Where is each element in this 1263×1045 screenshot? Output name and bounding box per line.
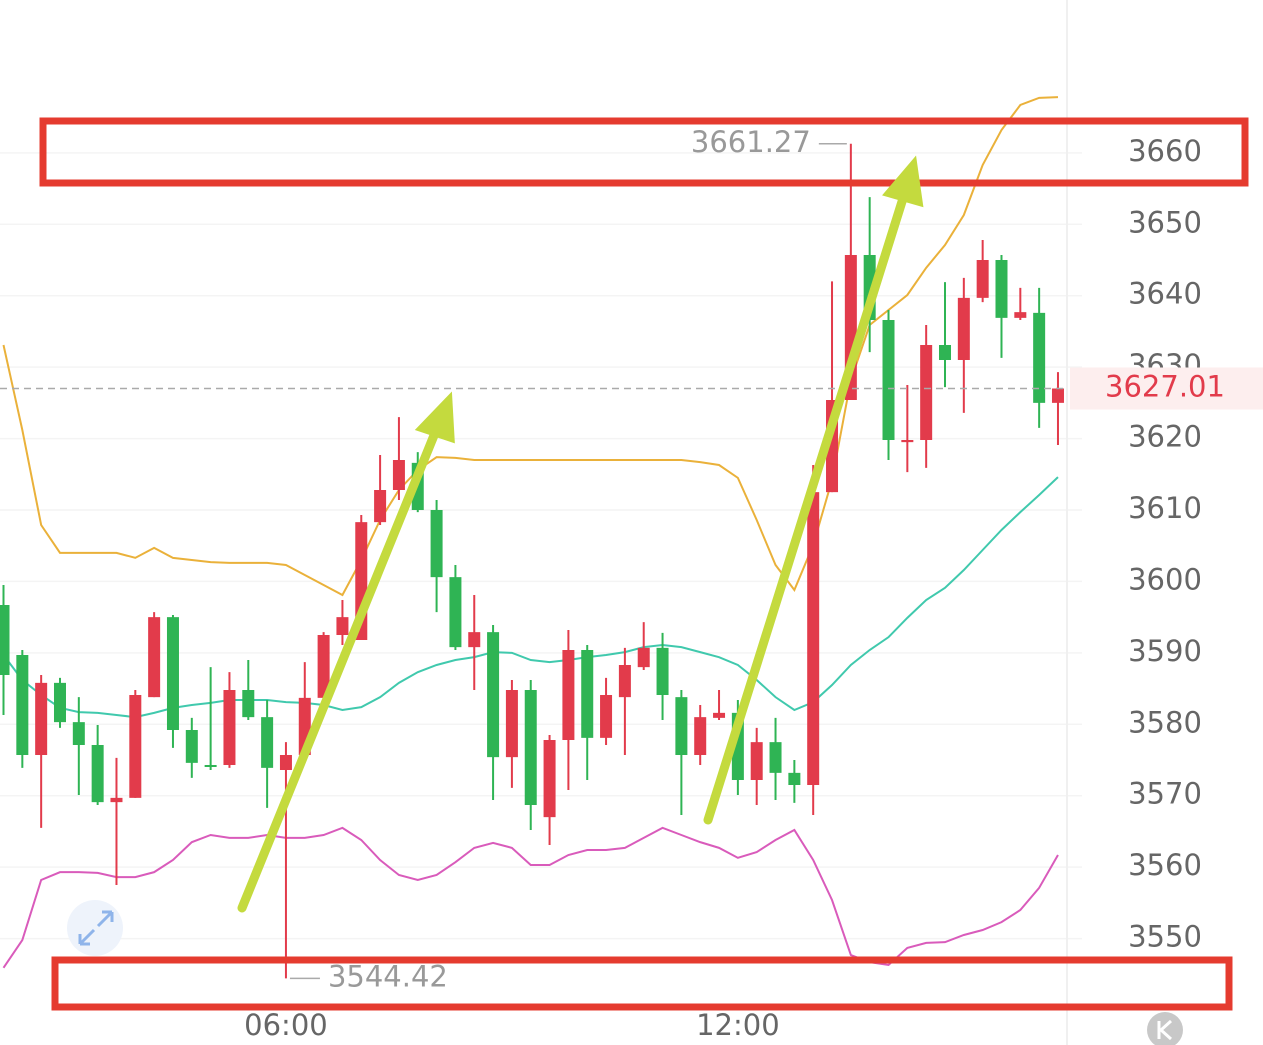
candle-body bbox=[430, 510, 443, 578]
candle-body bbox=[279, 755, 292, 770]
highlight-box bbox=[51, 956, 1233, 1011]
candle-body bbox=[769, 742, 782, 773]
arrow bbox=[703, 187, 910, 825]
candle-body bbox=[129, 695, 142, 798]
candle-body bbox=[882, 320, 895, 440]
candle-body bbox=[1014, 312, 1027, 318]
candle-body bbox=[901, 440, 914, 443]
last-price-label: 3627.01 bbox=[1105, 370, 1225, 404]
candle-body bbox=[35, 682, 48, 755]
x-tick-label: 12:00 bbox=[696, 1008, 780, 1042]
y-tick-label: 3570 bbox=[1128, 777, 1202, 811]
candle-body bbox=[392, 460, 405, 490]
grid: 3550356035703580359036003610362036303640… bbox=[0, 134, 1202, 1042]
candle-body bbox=[72, 722, 85, 745]
candle-body bbox=[204, 765, 217, 767]
icon-glyph bbox=[1157, 1019, 1173, 1041]
candle-body bbox=[185, 730, 198, 763]
candle-body bbox=[562, 650, 575, 740]
arrow-head bbox=[414, 391, 455, 444]
candle-body bbox=[637, 647, 650, 668]
candle-body bbox=[148, 617, 161, 698]
candle-body bbox=[600, 695, 613, 738]
candle-body bbox=[1033, 312, 1046, 403]
y-tick-label: 3610 bbox=[1128, 491, 1202, 525]
candle-body bbox=[374, 490, 387, 523]
candle-body bbox=[468, 632, 481, 648]
trend-arrows bbox=[237, 155, 924, 913]
icon-bg bbox=[1147, 1012, 1183, 1045]
band-line bbox=[2, 476, 1059, 719]
band-line bbox=[2, 96, 1059, 597]
candle-body bbox=[713, 712, 726, 718]
k-icon[interactable] bbox=[1147, 1012, 1183, 1045]
candle-body bbox=[487, 632, 500, 758]
candle-body bbox=[223, 690, 236, 765]
arrow-head bbox=[882, 155, 924, 208]
high-label: 3661.27 bbox=[691, 125, 811, 159]
y-tick-label: 3620 bbox=[1128, 420, 1202, 454]
expand-icon[interactable] bbox=[67, 900, 123, 956]
y-tick-label: 3640 bbox=[1128, 277, 1202, 311]
arrow bbox=[237, 423, 442, 913]
candle-body bbox=[807, 492, 820, 785]
candle-body bbox=[110, 797, 123, 803]
last-price-bg bbox=[1070, 367, 1263, 410]
plot: 3661.27 3544.42 3627.01 bbox=[0, 96, 1263, 993]
overlay bbox=[39, 117, 1249, 1045]
candle-body bbox=[166, 617, 179, 730]
candle-body bbox=[16, 655, 29, 755]
candle-body bbox=[1051, 388, 1064, 403]
candle-body bbox=[53, 682, 66, 723]
y-tick-label: 3580 bbox=[1128, 705, 1202, 739]
icon-glyph bbox=[78, 910, 114, 946]
candle-body bbox=[336, 617, 349, 635]
candle-body bbox=[524, 690, 537, 805]
candle-body bbox=[581, 650, 594, 738]
y-tick-label: 3650 bbox=[1128, 205, 1202, 239]
highlight-box bbox=[39, 117, 1249, 187]
y-tick-label: 3560 bbox=[1128, 848, 1202, 882]
candle-body bbox=[317, 635, 330, 698]
candle-body bbox=[505, 690, 518, 758]
candle-body bbox=[91, 745, 104, 803]
candle-body bbox=[543, 740, 556, 818]
low-label: 3544.42 bbox=[328, 959, 448, 993]
candle-body bbox=[939, 345, 951, 360]
candle-body bbox=[675, 697, 688, 755]
x-tick-label: 06:00 bbox=[244, 1008, 328, 1042]
candle-body bbox=[694, 717, 707, 755]
candle-body bbox=[957, 297, 970, 360]
y-tick-label: 3550 bbox=[1128, 920, 1202, 954]
candle-body bbox=[242, 690, 255, 718]
candle-body bbox=[618, 665, 631, 698]
icon-bg bbox=[67, 900, 123, 956]
y-tick-label: 3600 bbox=[1128, 562, 1202, 596]
y-tick-label: 3590 bbox=[1128, 634, 1202, 668]
candle-body bbox=[449, 577, 462, 648]
candle-body bbox=[920, 345, 933, 440]
y-tick-label: 3660 bbox=[1128, 134, 1202, 168]
candle-body bbox=[656, 647, 669, 695]
candle-body bbox=[976, 260, 989, 298]
candle-body bbox=[750, 742, 763, 780]
candle-body bbox=[995, 260, 1008, 318]
candle-body bbox=[788, 772, 801, 785]
band-line bbox=[2, 826, 1059, 969]
candle-body bbox=[0, 605, 10, 675]
candle-body bbox=[261, 717, 274, 768]
